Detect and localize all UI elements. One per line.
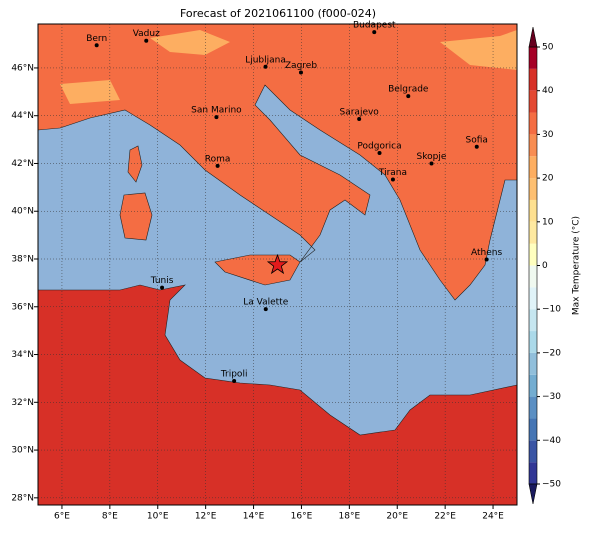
location-star <box>266 253 289 275</box>
corsica <box>127 145 143 183</box>
y-tick-label: 30°N <box>11 446 34 456</box>
cooler-land <box>60 30 517 104</box>
city-marker <box>406 94 411 99</box>
colorbar-band <box>529 199 537 222</box>
y-tick-label: 42°N <box>11 159 34 169</box>
colorbar-band <box>529 418 537 441</box>
y-tick-label: 34°N <box>11 350 34 360</box>
colorbar-band <box>529 309 537 332</box>
colorbar-band <box>529 47 537 69</box>
colorbar-tick-label: −30 <box>542 392 561 402</box>
city-label: Vaduz <box>133 29 160 39</box>
city-marker <box>357 117 362 122</box>
colorbar-band <box>529 440 537 463</box>
colorbar-extend-bottom <box>528 483 538 505</box>
city-marker <box>215 163 220 168</box>
city-label: Tripoli <box>220 370 248 380</box>
map-frame <box>37 23 518 506</box>
colorbar-band <box>529 221 537 244</box>
y-tick-label: 28°N <box>11 493 34 503</box>
colorbar-tick-label: −10 <box>542 305 561 315</box>
city-label: Tirana <box>378 168 407 178</box>
colorbar-band <box>529 396 537 419</box>
colorbar-tick-label: 30 <box>542 130 554 140</box>
city-label: Zagreb <box>285 61 317 71</box>
city-marker <box>484 257 489 262</box>
x-tick-label: 14°E <box>243 512 265 522</box>
city-marker <box>214 115 219 120</box>
colorbar-band <box>529 134 537 157</box>
map-title: Forecast of 2021061100 (f000-024) <box>180 7 376 20</box>
colorbar-tick-label: 10 <box>542 217 554 227</box>
city-label: La Valette <box>243 298 288 308</box>
colorbar-band <box>529 178 537 200</box>
y-tick-label: 38°N <box>11 255 34 265</box>
x-tick-label: 8°E <box>102 512 118 522</box>
colorbar-tick-label: −20 <box>542 348 561 358</box>
x-tick-label: 20°E <box>386 512 408 522</box>
city-marker <box>94 43 99 48</box>
city-marker <box>263 307 268 312</box>
colorbar-band <box>529 331 537 353</box>
colorbar-band <box>529 374 537 397</box>
city-label: Tunis <box>150 276 174 286</box>
city-label: Skopje <box>417 152 447 162</box>
city-label: Bern <box>86 34 107 44</box>
colorbar-band <box>529 156 537 179</box>
y-tick-label: 40°N <box>11 207 34 217</box>
colorbar-band <box>529 243 537 266</box>
city-marker <box>144 38 149 43</box>
city-label: San Marino <box>191 106 242 116</box>
y-tick-label: 44°N <box>11 111 34 121</box>
x-tick-label: 6°E <box>54 512 70 522</box>
colorbar-label: Max Temperature (°C) <box>572 216 582 315</box>
colorbar-band <box>529 112 537 135</box>
colorbar-tick-label: 20 <box>542 174 554 184</box>
sardinia <box>119 192 153 241</box>
city-marker <box>263 64 268 69</box>
city-label: Sofia <box>466 135 488 145</box>
city-marker <box>429 161 434 166</box>
x-tick-label: 18°E <box>339 512 361 522</box>
colorbar-band <box>529 462 537 484</box>
y-tick-label: 46°N <box>11 63 34 73</box>
y-tick-label: 32°N <box>11 398 34 408</box>
colorbar-band <box>529 287 537 310</box>
colorbar-band <box>529 90 537 113</box>
colorbar-band <box>529 68 537 91</box>
city-label: Sarajevo <box>340 108 380 118</box>
x-tick-label: 16°E <box>291 512 313 522</box>
city-marker <box>372 30 377 35</box>
y-tick-label: 36°N <box>11 302 34 312</box>
colorbar-band <box>529 352 537 375</box>
colorbar-extend-top <box>528 26 538 48</box>
x-tick-label: 22°E <box>434 512 456 522</box>
colorbar-tick-label: 40 <box>542 86 554 96</box>
x-tick-label: 12°E <box>195 512 217 522</box>
city-label: Podgorica <box>357 141 401 151</box>
colorbar-tick-label: 0 <box>542 261 548 271</box>
city-label: Belgrade <box>388 85 429 95</box>
colorbar-tick-label: −40 <box>542 436 561 446</box>
city-marker <box>377 150 382 155</box>
city-label: Budapest <box>353 21 396 31</box>
city-marker <box>474 144 479 149</box>
x-tick-label: 10°E <box>147 512 169 522</box>
x-tick-label: 24°E <box>482 512 504 522</box>
city-marker <box>298 70 303 75</box>
city-label: Ljubljana <box>245 55 286 65</box>
city-marker <box>390 177 395 182</box>
colorbar-tick-label: −50 <box>542 480 561 490</box>
colorbar-band <box>529 265 537 288</box>
city-marker <box>232 379 237 384</box>
colorbar-tick-label: 50 <box>542 43 554 53</box>
city-label: Roma <box>205 154 231 164</box>
city-marker <box>160 285 165 290</box>
city-label: Athens <box>471 248 502 258</box>
